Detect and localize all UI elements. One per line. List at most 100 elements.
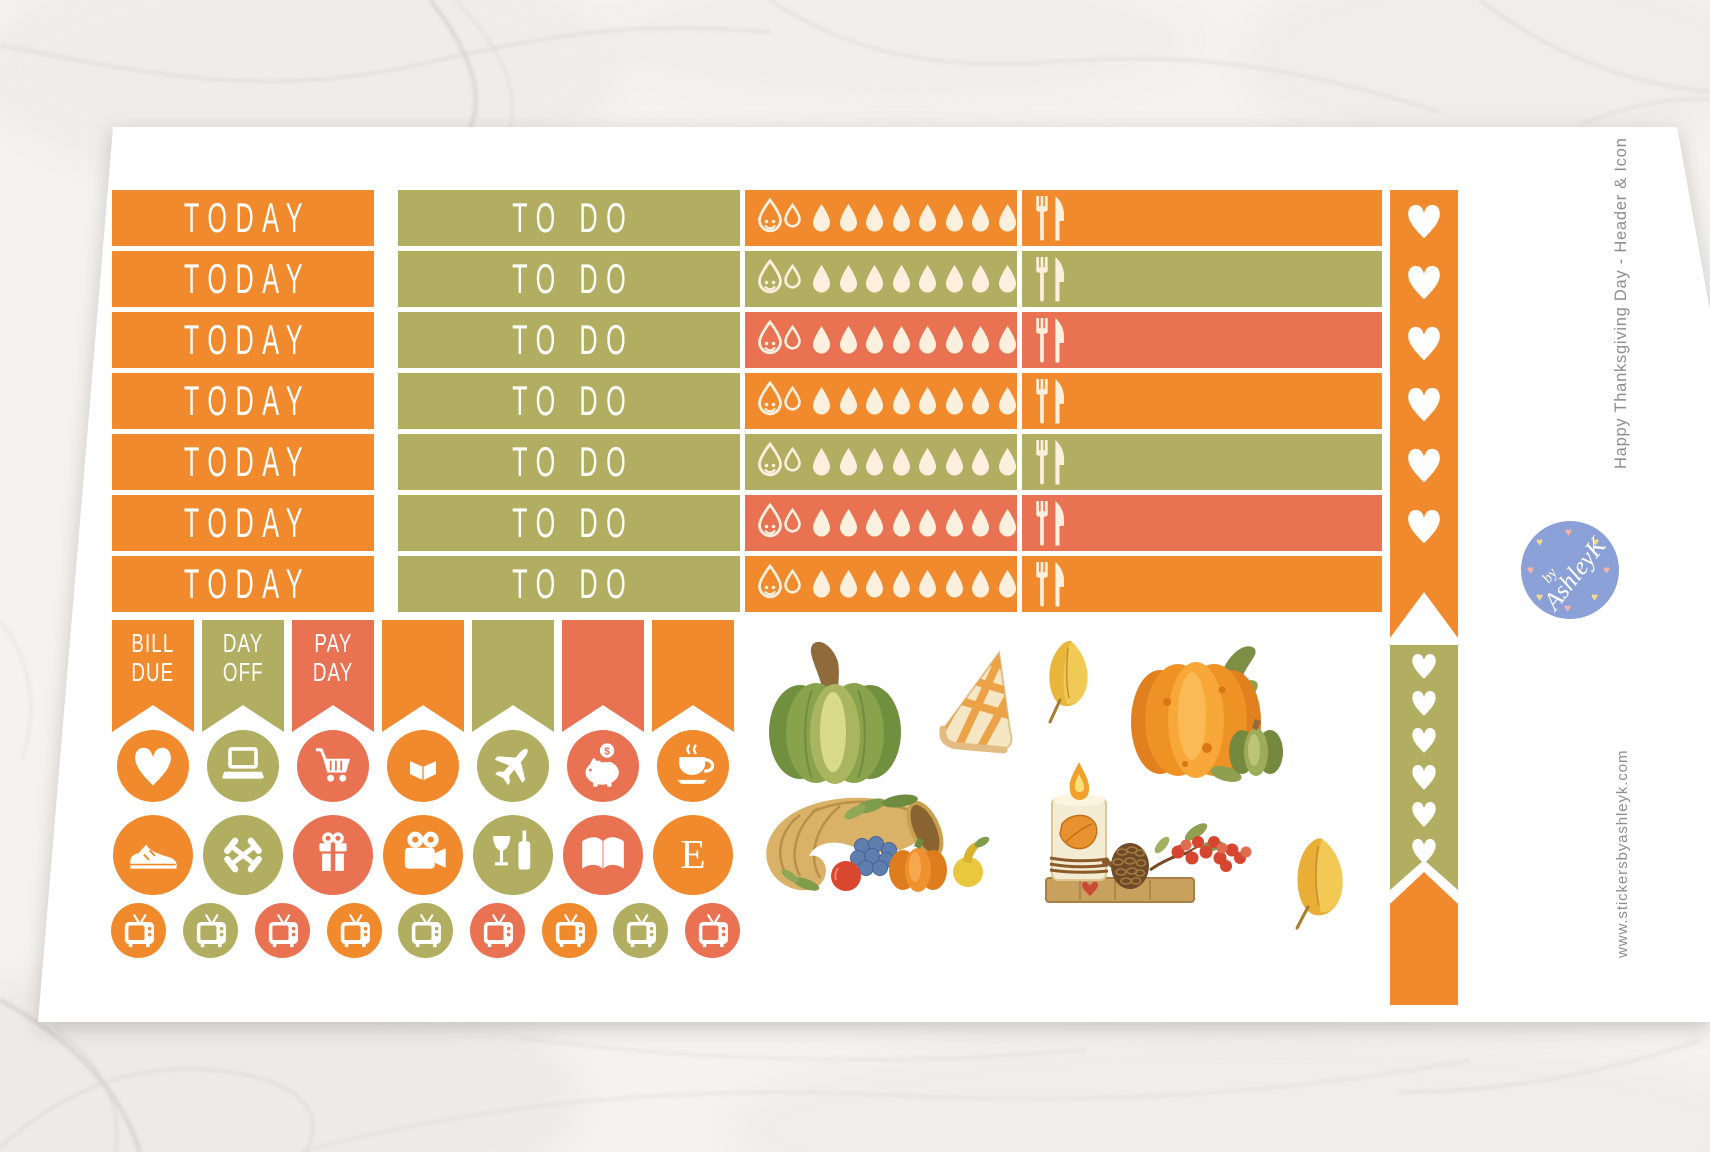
water-drop-icon — [998, 509, 1016, 537]
fork-knife-icon — [1036, 378, 1065, 424]
badge-heart-icon: ♥ — [1565, 525, 1573, 539]
meal-tracker-sticker — [1022, 556, 1382, 612]
coffee-icon — [675, 744, 715, 786]
today-header-sticker: TODAY — [112, 495, 374, 551]
icon-circle-piggy-bank — [567, 730, 639, 802]
shopping-cart-icon — [314, 748, 352, 784]
icon-circle-tv — [255, 903, 310, 958]
smiley-drop-icon — [758, 198, 801, 233]
book-icon — [582, 837, 624, 869]
icon-circle-video-camera — [383, 815, 463, 895]
water-drop-icon — [839, 509, 857, 537]
box-icon — [401, 750, 445, 781]
tv-icon — [554, 913, 586, 948]
tv-icon — [697, 913, 729, 948]
water-drop-icon — [866, 387, 883, 415]
today-header-sticker: TODAY — [112, 556, 374, 612]
badge-heart-icon: ♥ — [1536, 535, 1544, 549]
heart-icon — [1401, 442, 1447, 488]
gift-icon — [317, 832, 349, 873]
water-drop-icon — [892, 509, 910, 537]
water-drop-icon — [839, 326, 857, 354]
hydrate-tracker-sticker — [745, 495, 1017, 551]
heart-icon — [1401, 198, 1447, 244]
today-label: TODAY — [183, 194, 311, 241]
water-drop-icon — [972, 326, 989, 354]
water-drop-icon — [919, 387, 936, 415]
water-drop-icon — [919, 326, 936, 354]
smiley-drop-icon — [758, 320, 801, 355]
icon-circle-etsy — [653, 815, 733, 895]
tv-icon — [482, 913, 514, 948]
water-drop-icon — [945, 204, 963, 232]
icon-circle-airplane — [477, 730, 549, 802]
tv-icon — [339, 913, 371, 948]
etsy-icon — [680, 832, 706, 879]
icon-circle-dumbbell — [203, 815, 283, 895]
heart-icon — [1407, 723, 1441, 757]
heart-icon — [1407, 760, 1441, 794]
water-drop-icon — [998, 387, 1016, 415]
today-header-sticker: TODAY — [112, 373, 374, 429]
water-drop-icon — [945, 387, 963, 415]
smiley-drop-icon — [758, 259, 801, 294]
smiley-drop-icon — [758, 503, 801, 538]
heart-icon — [1407, 686, 1441, 720]
badge-heart-icon: ♥ — [1591, 590, 1599, 604]
icon-circle-box — [387, 730, 459, 802]
today-header-sticker: TODAY — [112, 190, 374, 246]
water-drop-icon — [839, 265, 857, 293]
fork-knife-icon — [1036, 439, 1065, 485]
water-drop-icon — [892, 448, 910, 476]
today-header-sticker: TODAY — [112, 251, 374, 307]
icon-circle-tv — [183, 903, 238, 958]
fork-knife-icon — [1036, 500, 1065, 546]
heart-icon — [1401, 259, 1447, 305]
heart-icon — [135, 747, 171, 786]
meal-tracker-sticker — [1022, 495, 1382, 551]
hydrate-tracker-sticker — [745, 434, 1017, 490]
heart-checklist-sticker-bottom — [1390, 645, 1458, 890]
icon-circle-sneaker — [113, 815, 193, 895]
icon-circle-laptop — [207, 730, 279, 802]
water-drop-icon — [972, 570, 989, 598]
water-drop-icon — [998, 204, 1016, 232]
water-drop-icon — [972, 265, 989, 293]
hydrate-tracker-sticker — [745, 556, 1017, 612]
icon-circle-tv — [327, 903, 382, 958]
water-drop-row — [812, 203, 1017, 233]
icon-circle-tv — [111, 903, 166, 958]
badge-heart-icon: ♥ — [1564, 601, 1572, 615]
hydrate-tracker-sticker — [745, 373, 1017, 429]
todo-label: TO DO — [512, 194, 635, 241]
water-drop-icon — [919, 265, 936, 293]
piggy-bank-icon — [585, 743, 619, 787]
water-drop-icon — [813, 204, 830, 232]
todo-header-sticker: TO DO — [398, 495, 740, 551]
water-drop-icon — [866, 326, 883, 354]
heart-icon — [1407, 797, 1441, 831]
water-drop-icon — [972, 448, 989, 476]
water-drop-icon — [892, 387, 910, 415]
water-drop-icon — [866, 509, 883, 537]
water-drop-icon — [945, 570, 963, 598]
water-drop-icon — [839, 570, 857, 598]
website-url: www.stickersbyashleyk.com — [1614, 749, 1631, 958]
product-title: Happy Thanksgiving Day - Header & Icon — [1612, 137, 1630, 469]
smiley-drop-icon — [758, 381, 801, 416]
water-drop-icon — [945, 326, 963, 354]
icon-circle-tv — [685, 903, 740, 958]
badge-heart-icon: ♥ — [1603, 563, 1611, 577]
water-drop-icon — [813, 265, 830, 293]
water-drop-icon — [892, 570, 910, 598]
smiley-drop-icon — [758, 564, 801, 599]
icon-circle-tv — [542, 903, 597, 958]
water-drop-icon — [998, 570, 1016, 598]
water-drop-icon — [892, 265, 910, 293]
icon-circle-book — [563, 815, 643, 895]
water-drop-icon — [919, 204, 936, 232]
water-drop-icon — [813, 570, 830, 598]
water-drop-icon — [998, 265, 1016, 293]
video-camera-icon — [404, 831, 446, 869]
meal-tracker-sticker — [1022, 312, 1382, 368]
